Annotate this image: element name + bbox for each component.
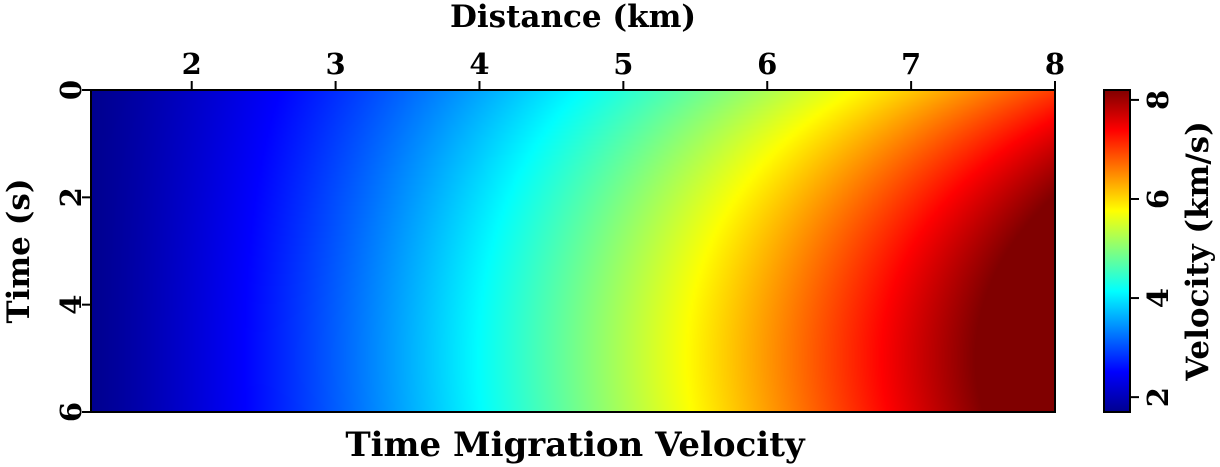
x-axis-label: Distance (km) — [450, 0, 696, 35]
x-tick-label: 8 — [1045, 47, 1065, 81]
x-tick-label: 6 — [757, 47, 777, 81]
chart-title: Time Migration Velocity — [345, 425, 806, 465]
colorbar-ticks: 2 4 6 8 — [1130, 90, 1175, 407]
y-axis-label: Time (s) — [1, 179, 37, 324]
y-tick-label: 2 — [54, 187, 88, 207]
x-axis-ticks: 2 3 4 5 6 7 8 — [182, 47, 1065, 90]
x-tick-label: 4 — [469, 47, 489, 81]
y-tick-label: 4 — [54, 295, 88, 315]
plot-frame — [90, 89, 1056, 413]
colorbar-tick-label: 8 — [1141, 90, 1175, 110]
y-axis-ticks: 0 2 4 6 — [54, 80, 91, 422]
colorbar-tick-label: 4 — [1141, 288, 1175, 308]
x-tick-label: 3 — [326, 47, 346, 81]
y-tick-label: 0 — [54, 80, 88, 100]
y-tick-label: 6 — [54, 402, 88, 422]
colorbar-tick-label: 2 — [1141, 387, 1175, 407]
colorbar-label: Velocity (km/s) — [1180, 121, 1216, 382]
x-tick-label: 5 — [613, 47, 633, 81]
colorbar — [1103, 89, 1131, 413]
colorbar-tick-label: 6 — [1141, 189, 1175, 209]
velocity-heatmap — [91, 90, 1055, 412]
x-tick-label: 7 — [901, 47, 921, 81]
x-tick-label: 2 — [182, 47, 202, 81]
